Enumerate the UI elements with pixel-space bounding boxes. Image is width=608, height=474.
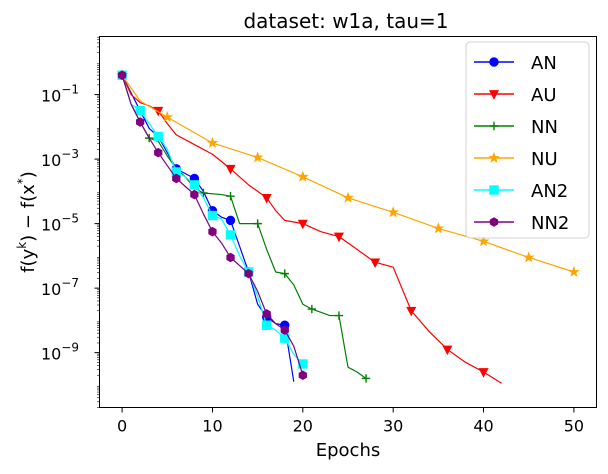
data-point-nu: [522, 251, 535, 263]
data-point-nu: [432, 222, 445, 234]
data-point-nn2: [190, 189, 199, 200]
data-point-au: [297, 219, 308, 230]
data-point-an2: [189, 180, 200, 190]
series-layer: [116, 69, 580, 384]
data-point-an2: [153, 131, 163, 142]
data-point-nu: [297, 170, 309, 182]
legend-label: AN: [531, 53, 557, 74]
data-point-nu: [342, 191, 354, 203]
plot-frame: [99, 36, 597, 408]
data-point-an2: [261, 320, 272, 330]
legend-marker: [489, 217, 499, 227]
series-line-nn: [121, 75, 367, 379]
legend-marker: [488, 151, 500, 163]
legend-label: AU: [531, 85, 557, 106]
y-tick-label: 10−9: [41, 341, 79, 364]
data-point-nn2: [172, 173, 181, 184]
data-point-nn2: [136, 117, 145, 127]
data-point-au: [261, 193, 272, 204]
data-point-nn: [280, 269, 289, 278]
legend-marker: [489, 185, 499, 195]
data-point-au: [225, 164, 236, 175]
data-point-nn: [226, 191, 235, 201]
x-tick-label: 40: [473, 417, 493, 436]
legend-label: NU: [531, 149, 558, 170]
series-an2: [117, 70, 308, 369]
legend-item-an: AN: [474, 53, 557, 74]
x-tick-label: 20: [293, 417, 313, 436]
data-point-nu: [161, 111, 174, 123]
data-point-nn: [334, 311, 344, 320]
data-point-nn2: [154, 147, 163, 158]
data-point-nn2: [244, 268, 253, 279]
legend: AN AU NN NU AN2 NN2: [465, 41, 590, 239]
x-tick-label: 10: [202, 417, 222, 436]
data-point-an2: [225, 230, 236, 240]
y-axis: 10−9 10−7 10−5 10−3 10−1: [41, 36, 100, 408]
data-point-au: [406, 306, 417, 317]
legend-box: [465, 41, 590, 239]
legend-marker: [489, 121, 499, 131]
x-tick-label: 0: [117, 417, 127, 436]
data-point-nn2: [226, 252, 235, 263]
y-tick-label: 10−3: [41, 147, 79, 170]
x-axis: 0 10 20 30 40 50: [117, 407, 584, 436]
legend-marker: [488, 90, 500, 100]
series-line-nu: [121, 74, 575, 273]
legend-label: NN2: [531, 213, 569, 234]
series-nu: [116, 69, 580, 277]
data-point-nn2: [117, 70, 127, 80]
data-point-an: [225, 215, 236, 226]
y-tick-label: 10−5: [41, 212, 79, 235]
legend-item-nn: NN: [474, 117, 558, 138]
series-nn2: [117, 70, 307, 381]
data-point-au: [333, 232, 344, 243]
data-point-nu: [568, 265, 580, 277]
legend-item-nu: NU: [474, 149, 558, 170]
data-point-au: [478, 368, 489, 378]
x-axis-label: Epochs: [316, 440, 381, 461]
data-point-nn: [253, 219, 262, 228]
data-point-au: [442, 345, 453, 356]
chart-title: dataset: w1a, tau=1: [243, 9, 448, 33]
y-tick-label: 10−1: [41, 83, 79, 106]
data-point-nn2: [208, 226, 217, 237]
data-point-an2: [298, 359, 308, 369]
data-point-nu: [387, 206, 399, 218]
legend-label: AN2: [531, 181, 568, 202]
data-point-nu: [477, 235, 490, 247]
data-point-nn: [307, 304, 317, 314]
data-point-an2: [135, 106, 145, 116]
legend-label: NN: [531, 117, 558, 138]
x-tick-label: 50: [564, 417, 584, 436]
y-axis-label: f(yk) − f(x*): [15, 171, 39, 273]
legend-item-nn2: NN2: [474, 213, 569, 234]
data-point-au: [370, 258, 381, 269]
data-point-an2: [207, 210, 218, 221]
legend-item-au: AU: [474, 85, 557, 106]
data-point-nu: [251, 151, 264, 163]
x-tick-label: 30: [383, 417, 403, 436]
y-tick-label: 10−7: [41, 276, 79, 299]
data-point-nn2: [298, 370, 307, 381]
data-point-nu: [206, 136, 219, 148]
data-point-nn: [361, 374, 371, 383]
data-point-nn2: [262, 309, 271, 319]
legend-item-an2: AN2: [474, 181, 568, 202]
legend-marker: [489, 57, 499, 67]
data-point-nn2: [280, 325, 289, 335]
